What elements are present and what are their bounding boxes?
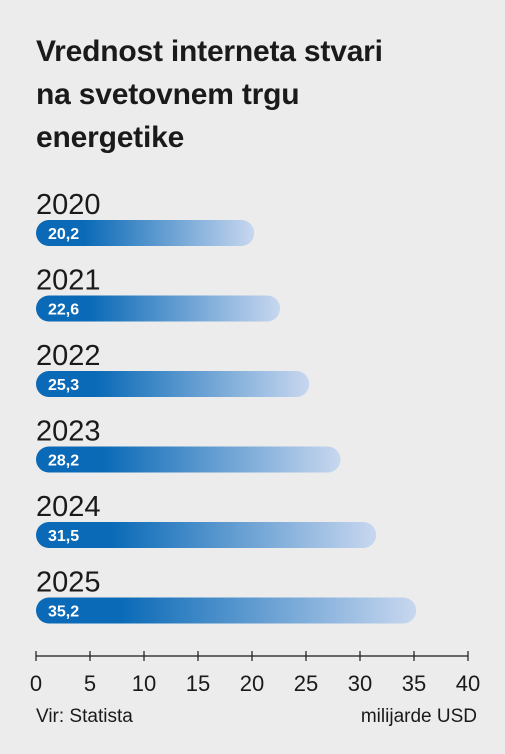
x-tick-label: 25 <box>294 671 318 696</box>
bar <box>36 522 377 548</box>
data-label: 35,2 <box>48 604 79 621</box>
x-tick-label: 30 <box>348 671 372 696</box>
x-tick-label: 40 <box>456 671 480 696</box>
x-tick-label: 20 <box>240 671 264 696</box>
x-tick-label: 0 <box>30 671 42 696</box>
chart-title-line-3: energetike <box>36 121 185 154</box>
bars-group: 2020 20,2 2021 22,6 2022 25,3 2023 28,2 2024 31,5… <box>36 189 417 624</box>
x-tick-label: 10 <box>132 671 156 696</box>
bar <box>36 597 417 624</box>
category-label: 2023 <box>36 416 101 448</box>
x-axis: 0 5 10 15 20 25 30 35 40 <box>30 651 480 696</box>
bar <box>36 446 341 473</box>
data-label: 22,6 <box>48 302 79 319</box>
category-label: 2022 <box>36 340 101 372</box>
category-label: 2024 <box>36 491 101 523</box>
chart-title-line-2: na svetovnem trgu <box>36 78 300 111</box>
chart-title-line-1: Vrednost interneta stvari <box>36 35 383 68</box>
data-label: 25,3 <box>48 377 79 394</box>
x-tick-label: 15 <box>186 671 210 696</box>
bar <box>36 371 310 397</box>
data-label: 28,2 <box>48 453 79 470</box>
source-note: Vir: Statista <box>36 706 133 727</box>
x-tick-label: 35 <box>402 671 426 696</box>
x-tick-label: 5 <box>84 671 96 696</box>
bar <box>36 295 281 322</box>
chart-title: Vrednost interneta stvari na svetovnem t… <box>36 30 476 159</box>
data-label: 20,2 <box>48 226 79 243</box>
category-label: 2020 <box>36 189 101 221</box>
unit-label: milijarde USD <box>360 706 477 727</box>
data-label: 31,5 <box>48 528 79 545</box>
category-label: 2025 <box>36 567 101 599</box>
bar <box>36 220 255 246</box>
category-label: 2021 <box>36 265 101 297</box>
